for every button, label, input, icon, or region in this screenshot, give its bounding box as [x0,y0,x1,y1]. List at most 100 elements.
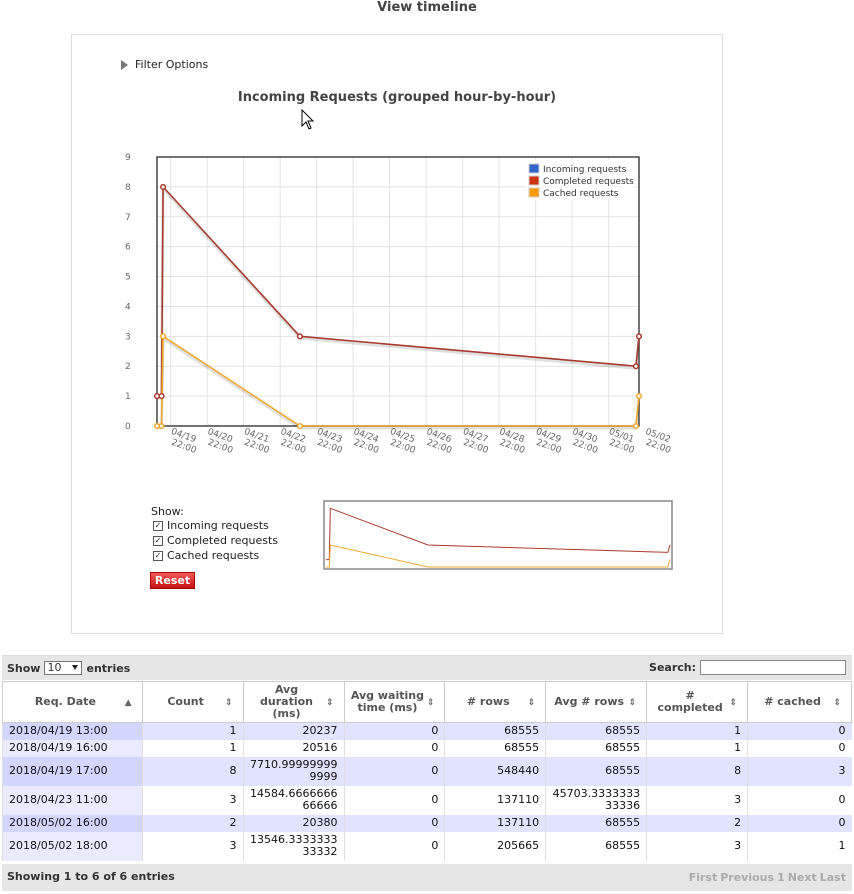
table-cell: 13546.3333333 33332 [242,831,345,861]
x-tick-label: 04/1922:00 [166,427,201,456]
table-row[interactable]: 2018/05/02 16:00 2 20380 0 137110 68555 2 0 [2,814,852,832]
checkbox-cached[interactable]: ✓ [153,550,163,561]
x-tick-label: 05/0222:00 [640,427,675,456]
column-header-5[interactable]: Avg # rows ⇕ [545,681,648,723]
x-tick-label: 04/2522:00 [385,427,420,456]
table-cell: 68555 [545,739,647,757]
entries-label: entries [86,661,131,675]
search-input[interactable] [700,660,846,675]
table-cell: 7710.99999999 9999 [242,756,345,786]
column-header-4[interactable]: # rows ⇕ [444,681,547,723]
toggle-completed[interactable]: ✓ Completed requests [153,533,278,548]
pager-previous[interactable]: Previous [720,871,775,884]
search-label: Search: [649,661,696,674]
filter-options-toggle[interactable]: Filter Options [121,58,208,71]
pager-first[interactable]: First [688,871,718,884]
pager-next[interactable]: Next [787,871,817,884]
table-row[interactable]: 2018/04/19 13:00 1 20237 0 68555 68555 1 0 [2,722,852,740]
table-cell: 137110 [444,814,546,832]
table-cell: 2018/04/19 13:00 [2,722,143,740]
y-tick-label: 0 [125,422,131,432]
table-cell: 3 [141,831,244,861]
sort-both-icon: ⇕ [628,698,637,708]
column-header-label: Avg duration (ms) [260,683,314,720]
column-header-3[interactable]: Avg waiting time (ms) ⇕ [343,681,446,723]
table-row[interactable]: 2018/05/02 18:00 3 13546.3333333 33332 0 205… [2,831,852,861]
data-point [632,363,640,370]
show-entries-label: Show [7,661,41,675]
column-header-label: Avg # rows [554,695,625,708]
sort-both-icon: ⇕ [224,698,233,708]
checkbox-incoming[interactable]: ✓ [153,520,163,531]
legend-label: Cached requests [543,189,619,199]
table-cell: 2018/05/02 16:00 [2,814,143,832]
legend-label: Incoming requests [543,165,627,175]
table-footer: Showing 1 to 6 of 6 entries First Previou… [2,864,852,891]
table-row[interactable]: 2018/04/23 11:00 3 14584.6666666 66666 0 137… [2,785,852,815]
x-tick-label: 04/2122:00 [239,427,274,456]
legend-label: Completed requests [543,177,634,187]
column-header-7[interactable]: # cached ⇕ [747,681,852,723]
legend-swatch [528,187,540,198]
table-cell: 68555 [545,756,647,786]
x-tick-label: 04/3022:00 [567,427,602,456]
chevron-down-icon [72,665,79,670]
table-cell: 1 [141,739,244,757]
y-tick-label: 2 [125,362,131,372]
data-point [635,333,643,340]
chart-legend: Incoming requests Completed requests Cache… [526,160,635,200]
column-header-1[interactable]: Count ⇕ [141,681,244,723]
data-point [158,393,165,400]
table-cell: 1 [646,722,748,740]
column-header-label: Count [167,695,204,708]
sort-asc-icon: ▲ [124,698,132,708]
table-cell: 3 [747,756,852,786]
table-cell: 3 [646,785,748,815]
legend-swatch [528,175,540,186]
toggle-incoming[interactable]: ✓ Incoming requests [153,518,278,533]
reset-button[interactable]: Reset [150,572,195,589]
table-cell: 68555 [444,739,546,757]
y-tick-label: 5 [125,273,131,283]
table-cell: 68555 [545,814,647,832]
x-tick-label: 04/2822:00 [494,427,529,456]
column-header-label: Avg waiting time (ms) [350,689,424,714]
pager-last[interactable]: Last [819,871,846,884]
column-header-0[interactable]: Req. Date ▲ [2,681,143,723]
mouse-cursor-icon [301,109,315,130]
column-header-label: # completed [657,689,723,714]
toggle-cached[interactable]: ✓ Cached requests [153,548,278,563]
column-header-2[interactable]: Avg duration (ms) ⇕ [242,681,345,723]
checkbox-completed[interactable]: ✓ [153,535,163,546]
data-point [296,422,303,430]
table-row[interactable]: 2018/04/19 16:00 1 20516 0 68555 68555 1 0 [2,739,852,757]
x-tick-label: 04/2622:00 [421,427,456,456]
requests-line-chart[interactable]: 04/1922:0004/2022:0004/2122:0004/2222:00… [112,147,687,457]
pager-1[interactable]: 1 [777,871,785,884]
page-length-select[interactable]: 10 [44,661,83,675]
table-cell: 68555 [545,722,647,740]
column-header-label: # cached [764,695,821,708]
table-cell: 548440 [444,756,546,786]
table-row[interactable]: 2018/04/19 17:00 8 7710.99999999 9999 0 5484… [2,756,852,786]
table-cell: 3 [646,831,748,861]
table-cell: 2 [141,814,244,832]
sort-both-icon: ⇕ [527,698,536,708]
toggle-incoming-label: Incoming requests [167,519,269,532]
plot-background [157,157,639,426]
page-title: View timeline [377,0,477,15]
overview-line-2 [326,544,671,568]
y-tick-label: 6 [125,243,131,253]
overview-line-1 [326,507,671,561]
table-info: Showing 1 to 6 of 6 entries [7,870,175,883]
table-cell: 0 [343,785,445,815]
x-tick-label: 04/2222:00 [276,427,311,456]
table-toolbar: Show 10 entries Search: [2,655,852,680]
x-tick-label: 04/2422:00 [349,427,384,456]
table-cell: 0 [747,722,852,740]
table-cell: 0 [343,722,445,740]
column-header-6[interactable]: # completed ⇕ [646,681,749,723]
data-point [160,183,167,190]
overview-chart[interactable] [323,500,673,570]
x-tick-label: 04/2022:00 [203,427,238,456]
